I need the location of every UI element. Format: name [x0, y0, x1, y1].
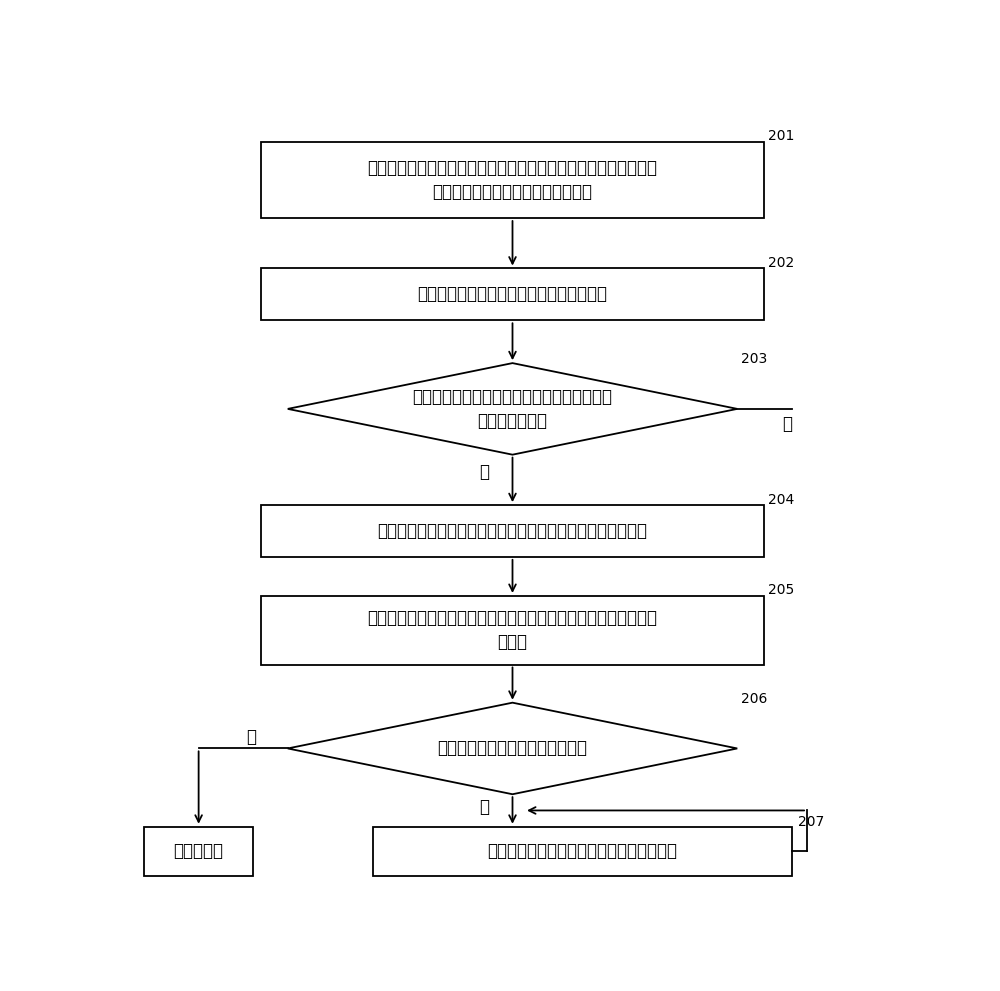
Text: 206: 206: [741, 692, 768, 706]
Text: 否: 否: [479, 463, 489, 482]
Text: 否: 否: [246, 728, 256, 746]
Text: 可穿戴设备统计其当月的移动网络连接所产生的流量消耗总值: 可穿戴设备统计其当月的移动网络连接所产生的流量消耗总值: [378, 522, 648, 540]
Bar: [261, 505, 764, 557]
Bar: [261, 596, 764, 665]
Text: 判断该比值是否超过指定流量阈值: 判断该比值是否超过指定流量阈值: [438, 739, 588, 757]
Text: 可穿戴设备计算该流量消耗总值与可穿戴设备当月的套餐流量总值
的比值: 可穿戴设备计算该流量消耗总值与可穿戴设备当月的套餐流量总值 的比值: [368, 609, 658, 651]
Text: 结束本流程: 结束本流程: [174, 842, 224, 860]
Polygon shape: [288, 703, 737, 794]
Bar: [373, 826, 792, 876]
Text: 可穿戴设备断开可穿戴设备的移动网络连接: 可穿戴设备断开可穿戴设备的移动网络连接: [487, 842, 677, 860]
Text: 当检测到佩戴可穿戴设备的用户处于睡眠状态时，可穿戴设备获取
可穿戴设备统计的用户平均睡眠时长: 当检测到佩戴可穿戴设备的用户处于睡眠状态时，可穿戴设备获取 可穿戴设备统计的用户…: [368, 160, 658, 201]
Bar: [261, 269, 764, 320]
Polygon shape: [288, 363, 737, 455]
Bar: [261, 142, 764, 218]
Text: 203: 203: [741, 352, 767, 366]
Text: 201: 201: [768, 130, 795, 144]
Text: 207: 207: [798, 815, 824, 828]
Text: 204: 204: [768, 493, 794, 506]
Text: 判断该用户平均睡眠时长是否超过可穿戴设备
的电池可用时长: 判断该用户平均睡眠时长是否超过可穿戴设备 的电池可用时长: [413, 388, 612, 430]
Text: 205: 205: [768, 584, 794, 598]
Text: 是: 是: [479, 798, 489, 816]
Text: 可穿戴设备检测可穿戴设备的电池可用时长: 可穿戴设备检测可穿戴设备的电池可用时长: [418, 285, 608, 303]
Bar: [144, 826, 253, 876]
Text: 202: 202: [768, 256, 794, 270]
Text: 是: 是: [783, 415, 793, 433]
